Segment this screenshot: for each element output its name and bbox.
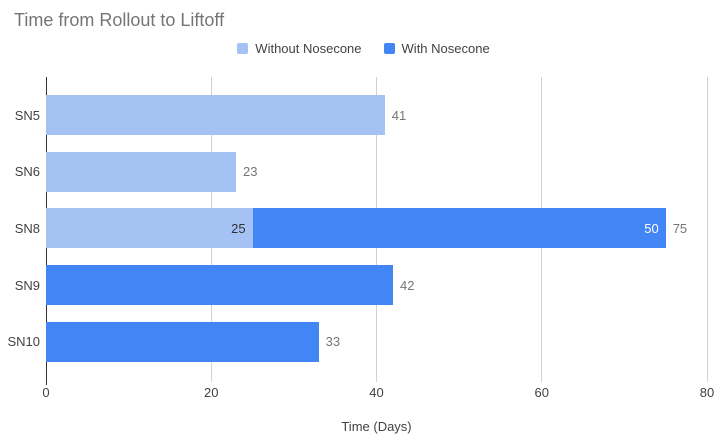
bar-value-label: 41: [391, 107, 407, 123]
x-axis-title: Time (Days): [341, 419, 412, 434]
bar-segment-sn8-0[interactable]: 25: [46, 208, 253, 249]
bar-segment-sn10-0[interactable]: [46, 321, 319, 362]
y-category-label-sn6: SN6: [14, 164, 40, 180]
y-category-label-sn5: SN5: [14, 107, 40, 123]
bar-segment-sn5-0[interactable]: [46, 95, 385, 135]
legend: Without Nosecone With Nosecone: [0, 41, 727, 56]
legend-label-without-nosecone: Without Nosecone: [255, 41, 362, 56]
bar-value-label: 42: [400, 277, 415, 293]
bar-value-label: 23: [243, 164, 258, 180]
x-tick-label: 0: [42, 385, 50, 400]
gridline: [706, 77, 708, 382]
bar-value-label: 33: [325, 334, 341, 350]
bar-segment-sn6-0[interactable]: [46, 151, 237, 192]
legend-swatch-with-nosecone-icon: [383, 43, 395, 54]
legend-item-with-nosecone[interactable]: With Nosecone: [383, 41, 490, 56]
legend-swatch-without-nosecone-icon: [237, 43, 249, 54]
chart-title: Time from Rollout to Liftoff: [14, 10, 225, 30]
y-category-label-sn9: SN9: [14, 277, 40, 293]
y-category-label-sn8: SN8: [14, 220, 40, 236]
bar-segment-sn9-0[interactable]: [46, 265, 394, 306]
x-tick-label: 40: [369, 385, 384, 400]
plot-area: 41 23 25 50 75 42 33: [46, 77, 708, 385]
x-tick-label: 80: [699, 385, 715, 400]
bar-segment-value-label: 25: [231, 220, 246, 236]
bar-value-label: 75: [672, 220, 688, 236]
bar-segment-value-label: 50: [644, 220, 659, 236]
legend-item-without-nosecone[interactable]: Without Nosecone: [237, 41, 362, 56]
x-tick-label: 20: [204, 385, 219, 400]
x-tick-label: 60: [534, 385, 549, 400]
legend-label-with-nosecone: With Nosecone: [401, 41, 490, 56]
y-category-label-sn10: SN10: [7, 334, 40, 350]
bar-segment-sn8-1[interactable]: 50: [252, 208, 666, 249]
